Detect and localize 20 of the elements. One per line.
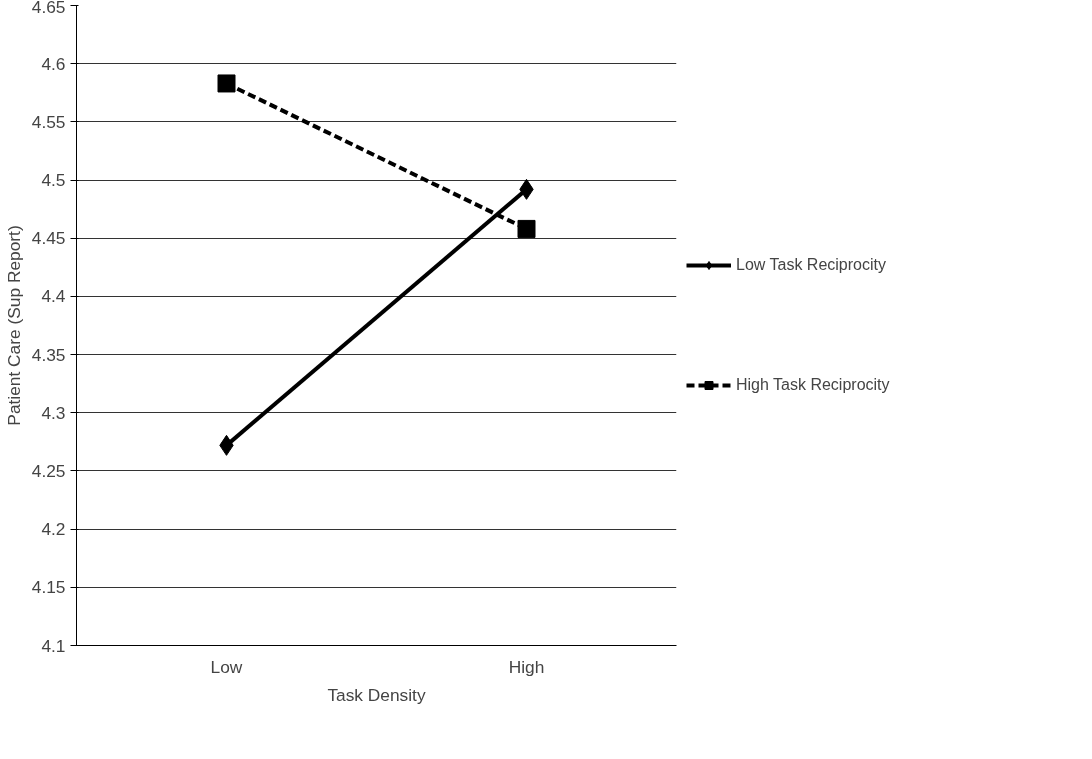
y-tick-label: 4.45 xyxy=(31,228,66,249)
point xyxy=(517,219,536,238)
y-tick-label: 4.6 xyxy=(41,53,66,74)
point xyxy=(217,74,236,93)
y-axis-title: Patient Care (Sup Report) xyxy=(3,225,24,426)
y-tick-label: 4.35 xyxy=(31,344,66,365)
x-tick-label: Low xyxy=(210,656,243,677)
y-tick-label: 4.1 xyxy=(41,635,66,656)
legend-label: Low Task Reciprocity xyxy=(736,256,886,274)
y-tick-label: 4.4 xyxy=(41,286,66,307)
y-tick-label: 4.15 xyxy=(31,577,66,598)
y-tick-label: 4.65 xyxy=(31,0,66,17)
x-axis-title: Task Density xyxy=(327,684,426,705)
y-tick-label: 4.55 xyxy=(31,111,66,132)
y-tick-label: 4.3 xyxy=(41,402,66,423)
y-tick-label: 4.25 xyxy=(31,460,66,481)
y-tick-label: 4.2 xyxy=(41,519,66,540)
y-tick-label: 4.5 xyxy=(41,170,66,191)
legend-label: High Task Reciprocity xyxy=(736,376,890,394)
x-tick-label: High xyxy=(508,656,545,677)
